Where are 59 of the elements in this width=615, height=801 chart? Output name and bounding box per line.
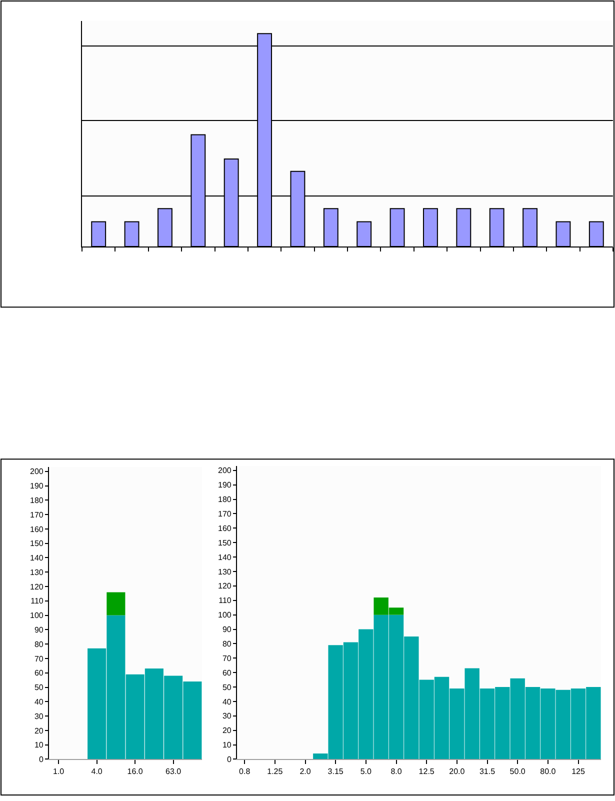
y-tick-label: 180 (218, 495, 232, 504)
x-tick-label: 1.0 (53, 766, 65, 776)
x-tick-label: 125 (572, 766, 586, 776)
y-tick-label: 130 (218, 567, 232, 576)
x-tick-label: 0.8 (239, 766, 251, 776)
x-tick-label: 12.5 (418, 766, 435, 776)
y-tick-label: 140 (30, 554, 44, 563)
y-tick-label: 140 (218, 552, 232, 562)
y-tick-label: 80 (34, 640, 44, 649)
y-tick-label: 170 (218, 510, 232, 519)
x-tick-label: 5.0 (360, 766, 372, 776)
y-tick-label: 130 (30, 568, 44, 577)
x-tick-label: 63.0 (166, 766, 182, 776)
y-tick-label: 60 (34, 668, 44, 678)
y-tick-label: 0 (38, 755, 44, 764)
y-tick-label: 200 (218, 466, 232, 476)
y-tick-label: 160 (218, 524, 232, 533)
y-tick-label: 60 (222, 668, 232, 678)
y-tick-label: 30 (222, 712, 232, 721)
x-tick-label: 31.5 (479, 766, 496, 776)
y-tick-label: 190 (218, 480, 232, 490)
y-tick-label: 150 (218, 538, 232, 548)
y-tick-label: 150 (30, 539, 44, 548)
y-tick-label: 30 (34, 712, 44, 721)
x-tick-label: 4.0 (91, 766, 103, 776)
y-tick-label: 200 (30, 467, 44, 476)
y-tick-label: 190 (30, 482, 44, 491)
y-tick-label: 10 (34, 740, 44, 750)
y-tick-label: 0 (226, 755, 232, 764)
y-tick-label: 110 (218, 596, 232, 606)
x-tick-label: 3.15 (328, 766, 344, 776)
y-tick-label: 50 (34, 683, 44, 692)
y-tick-label: 70 (34, 654, 44, 664)
y-tick-label: 100 (218, 610, 232, 620)
y-tick-label: 120 (30, 582, 44, 592)
y-tick-label: 160 (30, 524, 44, 534)
x-tick-label: 16.0 (127, 766, 144, 776)
y-tick-label: 180 (30, 496, 44, 505)
y-tick-label: 20 (34, 726, 44, 736)
y-tick-label: 80 (222, 640, 232, 648)
y-tick-label: 120 (218, 582, 232, 591)
y-tick-label: 100 (30, 611, 44, 620)
y-tick-label: 90 (34, 625, 44, 634)
y-tick-label: 70 (222, 654, 232, 663)
y-tick-label: 90 (222, 625, 232, 634)
y-tick-label: 40 (34, 697, 44, 706)
y-tick-label: 110 (30, 596, 44, 606)
x-tick-label: 80.0 (540, 766, 556, 776)
x-tick-label: 1.25 (267, 766, 284, 776)
y-tick-label: 50 (222, 682, 232, 692)
x-tick-label: 20.0 (449, 766, 466, 776)
y-tick-label: 40 (222, 697, 232, 706)
y-tick-label: 170 (30, 510, 44, 520)
x-tick-label: 2.0 (300, 766, 312, 776)
x-tick-label: 50.0 (510, 766, 526, 776)
y-tick-label: 10 (222, 740, 232, 750)
x-tick-label: 8.0 (390, 766, 402, 776)
bar (106, 592, 126, 616)
y-tick-label: 20 (222, 726, 232, 736)
